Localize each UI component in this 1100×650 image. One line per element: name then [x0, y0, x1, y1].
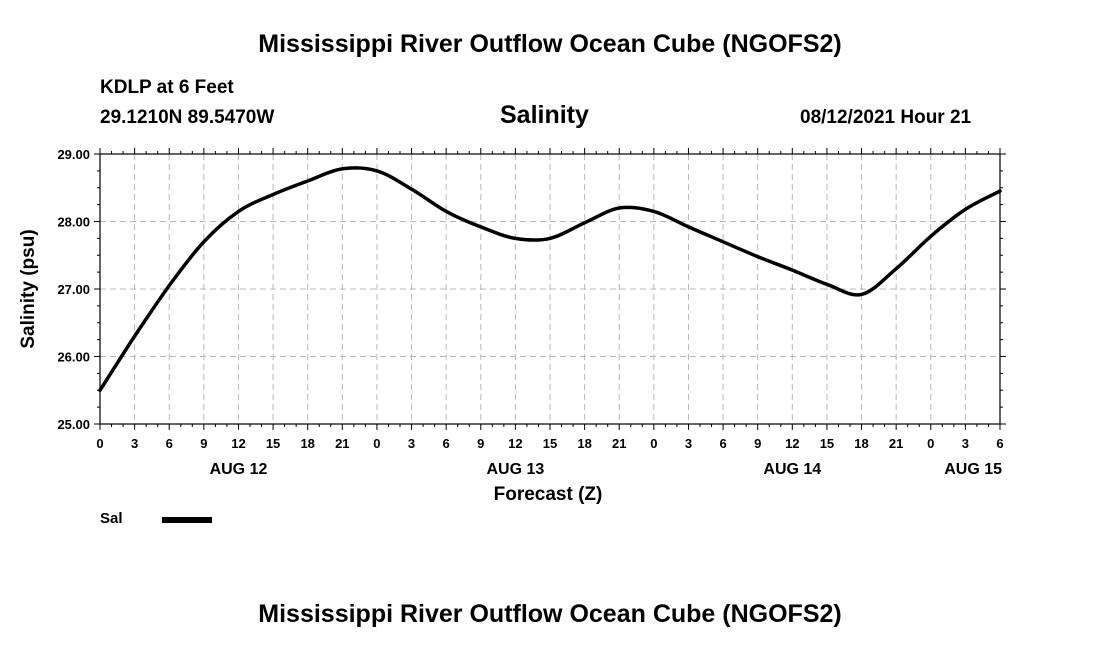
- data-point: [133, 335, 136, 338]
- series-layer: [98, 166, 1002, 393]
- x-tick-label: 12: [785, 436, 799, 451]
- day-label: AUG 13: [486, 461, 544, 478]
- data-point: [548, 237, 552, 240]
- x-tick-label: 9: [754, 436, 761, 451]
- data-point: [237, 210, 240, 213]
- data-point: [583, 221, 586, 225]
- x-tick-label: 3: [962, 436, 969, 451]
- legend-label: Sal: [100, 510, 123, 527]
- x-tick-label: 21: [335, 436, 349, 451]
- x-tick-label: 6: [996, 436, 1003, 451]
- x-tick-label: 12: [231, 436, 245, 451]
- x-tick-label: 0: [650, 436, 657, 451]
- data-point: [618, 206, 621, 210]
- data-point: [825, 283, 829, 286]
- x-tick-label: 6: [719, 436, 726, 451]
- legend-swatch: [162, 517, 212, 523]
- x-axis-label: Forecast (Z): [494, 484, 603, 505]
- x-tick-label: 0: [373, 436, 380, 451]
- day-label: AUG 15: [944, 461, 1002, 478]
- data-point: [998, 189, 1002, 193]
- x-tick-label: 15: [543, 436, 557, 451]
- y-tick-label: 29.00: [57, 147, 90, 162]
- salinity-chart: 25.00 26.00 27.00 28.00 29.00 0 3 6 9 12 15 18 21 0 3 6…: [18, 147, 1006, 505]
- x-tick-label: 3: [685, 436, 692, 451]
- data-point: [479, 225, 482, 229]
- x-tick-label: 15: [266, 436, 280, 451]
- x-tick-label: 18: [577, 436, 591, 451]
- data-point: [894, 267, 898, 270]
- x-tick-label: 15: [820, 436, 834, 451]
- data-point: [410, 187, 413, 191]
- x-tick-label: 18: [854, 436, 868, 451]
- data-point: [271, 193, 275, 196]
- axes: [94, 148, 1006, 430]
- data-point: [964, 208, 967, 211]
- data-point: [791, 268, 794, 272]
- data-point: [306, 179, 309, 183]
- footer-title: Mississippi River Outflow Ocean Cube (NG…: [258, 600, 842, 628]
- data-point: [444, 210, 448, 213]
- data-point: [202, 240, 206, 243]
- x-tick-label: 18: [300, 436, 314, 451]
- x-tick-label: 9: [200, 436, 207, 451]
- chart-title: Salinity: [500, 101, 589, 129]
- x-tick-label: 21: [889, 436, 903, 451]
- x-tick-label: 12: [508, 436, 522, 451]
- day-label: AUG 12: [210, 461, 268, 478]
- x-tick-label: 3: [408, 436, 415, 451]
- data-point: [514, 237, 517, 240]
- forecast-timestamp: 08/12/2021 Hour 21: [800, 107, 972, 128]
- x-tick-label: 6: [166, 436, 173, 451]
- tick-labels: 25.00 26.00 27.00 28.00 29.00 0 3 6 9 12 15 18 21 0 3 6…: [57, 147, 1003, 478]
- y-axis-label: Salinity (psu): [18, 229, 39, 348]
- station-coordinates: 29.1210N 89.5470W: [100, 107, 275, 128]
- x-tick-label: 21: [612, 436, 626, 451]
- data-point: [687, 225, 690, 229]
- data-point: [98, 389, 102, 392]
- x-tick-label: 0: [927, 436, 934, 451]
- data-point: [756, 255, 759, 258]
- data-point: [721, 240, 725, 243]
- main-title: Mississippi River Outflow Ocean Cube (NG…: [258, 30, 842, 58]
- station-label: KDLP at 6 Feet: [100, 77, 234, 98]
- day-label: AUG 14: [763, 461, 821, 478]
- y-tick-label: 27.00: [57, 282, 90, 297]
- data-point: [929, 235, 932, 238]
- grid-lines: [100, 154, 1000, 424]
- data-point: [652, 210, 656, 213]
- x-tick-label: 9: [477, 436, 484, 451]
- data-point: [168, 284, 171, 287]
- data-point: [375, 169, 379, 173]
- y-tick-label: 28.00: [57, 215, 90, 230]
- data-point: [341, 167, 344, 171]
- x-tick-label: 3: [131, 436, 138, 451]
- x-tick-label: 6: [443, 436, 450, 451]
- y-tick-label: 26.00: [57, 350, 90, 365]
- data-point: [860, 293, 863, 296]
- x-tick-label: 0: [96, 436, 103, 451]
- y-tick-label: 25.00: [57, 417, 90, 432]
